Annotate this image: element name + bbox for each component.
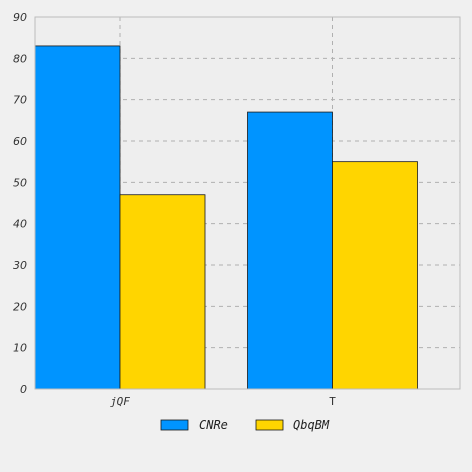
bar-QbqBM-jQF [119,194,206,390]
legend-swatch-CNRe [160,419,189,431]
bar-CNRe-jQF [34,45,121,390]
y-tick-label: 50 [13,176,27,189]
bars [34,45,418,390]
legend-label-QbqBM: QbqBM [293,418,330,432]
bar-QbqBM-T [332,161,418,390]
legend-swatch-QbqBM [255,419,284,431]
legend-label-CNRe: CNRe [199,418,228,432]
x-tick-label: T [329,395,336,408]
y-tick-labels: 0 10 20 30 40 50 60 70 80 90 [13,11,27,396]
y-tick-label: 40 [13,218,27,231]
y-tick-label: 0 [20,383,27,396]
y-tick-label: 80 [13,52,27,65]
bar-CNRe-T [247,111,333,390]
x-tick-label: jQF [110,395,130,408]
x-tick-labels: jQF T [110,395,336,408]
y-tick-label: 60 [13,135,27,148]
plot-frame [34,16,461,390]
y-tick-label: 90 [13,11,27,24]
y-tick-label: 20 [13,300,27,313]
y-tick-label: 70 [13,94,27,107]
y-tick-label: 30 [13,259,27,272]
y-tick-label: 10 [13,342,27,355]
legend: CNRe QbqBM [160,418,330,432]
